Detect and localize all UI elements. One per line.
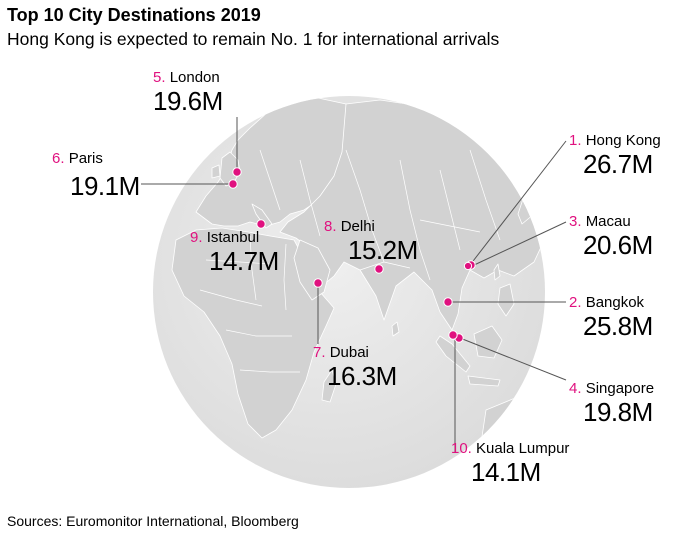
marker-istanbul: [256, 219, 266, 229]
land-japan: [517, 185, 541, 225]
marker-delhi: [374, 264, 384, 274]
land-philippines: [497, 283, 515, 317]
label-paris: 6. Paris: [52, 150, 103, 167]
label-istanbul: 9. Istanbul 14.7M: [190, 229, 279, 276]
land-britain: [219, 151, 241, 187]
land-srilanka: [391, 321, 400, 337]
marker-paris: [228, 179, 238, 189]
land-ireland: [211, 164, 221, 179]
label-london: 5. London 19.6M: [153, 69, 223, 116]
land-java: [467, 375, 501, 387]
label-dubai: 7. Dubai 16.3M: [313, 344, 397, 391]
leader-macau: [471, 221, 567, 267]
land-borneo: [473, 325, 503, 359]
marker-macau: [463, 261, 473, 271]
marker-london: [232, 167, 242, 177]
label-kualalumpur: 10. Kuala Lumpur 14.1M: [451, 440, 570, 487]
land-sumatra: [435, 335, 471, 373]
land-italy: [251, 203, 273, 229]
marker-bangkok: [443, 297, 453, 307]
label-bangkok: 2. Bangkok 25.8M: [569, 294, 653, 341]
label-hongkong: 1. Hong Kong 26.7M: [569, 132, 661, 179]
chart-subtitle: Hong Kong is expected to remain No. 1 fo…: [7, 29, 500, 49]
label-delhi: 8. Delhi 15.2M: [324, 218, 418, 265]
label-singapore: 4. Singapore 19.8M: [569, 380, 655, 427]
land-taiwan: [493, 263, 501, 281]
marker-dubai: [313, 278, 323, 288]
leader-singapore: [459, 337, 567, 381]
value-paris: 19.1M: [70, 171, 140, 201]
leader-hongkong: [469, 140, 567, 266]
land-africa: [171, 227, 335, 439]
marker-kualalumpur: [448, 330, 458, 340]
label-macau: 3. Macau 20.6M: [569, 213, 653, 260]
chart-title: Top 10 City Destinations 2019: [7, 5, 261, 25]
source-note: Sources: Euromonitor International, Bloo…: [7, 513, 299, 529]
land-madagascar: [321, 369, 337, 403]
